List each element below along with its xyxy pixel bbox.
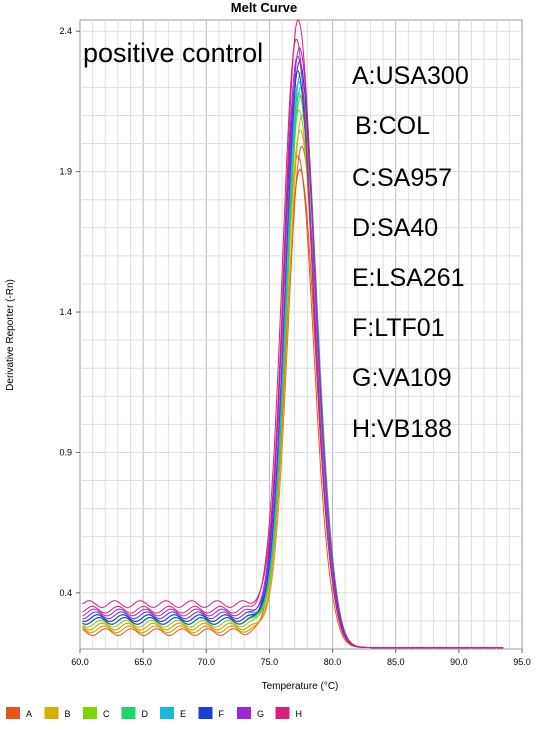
y-axis-label: Derivative Reporter (-Rn) bbox=[5, 279, 16, 391]
plot-area bbox=[79, 19, 523, 650]
legend-swatch-a bbox=[6, 707, 20, 719]
legend-swatch-h bbox=[275, 707, 290, 719]
legend-label-a: A bbox=[26, 709, 32, 719]
sample-key-entry: D:SA40 bbox=[352, 214, 438, 242]
legend-swatch-e bbox=[160, 707, 174, 719]
x-tick-label: 95.0 bbox=[513, 657, 531, 667]
x-tick-label: 80.0 bbox=[324, 657, 342, 667]
legend-label-e: E bbox=[180, 709, 186, 719]
y-axis-ticks: 0.4 0.9 1.4 1.9 2.4 bbox=[59, 26, 80, 598]
legend-label-g: G bbox=[257, 709, 264, 719]
legend-label-b: B bbox=[65, 709, 71, 719]
x-tick-label: 60.0 bbox=[71, 657, 89, 667]
sample-key-entry: H:VB188 bbox=[352, 415, 452, 443]
legend-label-h: H bbox=[296, 709, 303, 719]
legend-swatch-b bbox=[44, 707, 59, 719]
legend-swatch-c bbox=[83, 707, 97, 719]
curve-h bbox=[82, 18, 504, 649]
sample-key-entry: G:VA109 bbox=[352, 364, 452, 392]
sample-key-entry: B:COL bbox=[355, 112, 430, 140]
legend-label-c: C bbox=[103, 709, 110, 719]
x-tick-label: 90.0 bbox=[450, 657, 468, 667]
melt-curves bbox=[82, 18, 504, 649]
sample-key-entry: C:SA957 bbox=[352, 164, 452, 192]
sample-key-entry: E:LSA261 bbox=[352, 264, 465, 292]
y-tick-label: 1.9 bbox=[59, 167, 72, 177]
y-tick-label: 0.4 bbox=[59, 588, 72, 598]
sample-key-entry: F:LTF01 bbox=[352, 314, 445, 342]
legend-label-f: F bbox=[219, 709, 225, 719]
legend-swatch-g bbox=[237, 707, 251, 719]
legend-swatch-d bbox=[121, 707, 136, 719]
x-tick-label: 70.0 bbox=[198, 657, 216, 667]
legend-label-d: D bbox=[142, 709, 149, 719]
x-axis-label: Temperature (°C) bbox=[262, 681, 339, 692]
x-axis-ticks: 60.0 65.0 70.0 75.0 80.0 85.0 90.0 95.0 bbox=[71, 649, 531, 667]
x-tick-label: 75.0 bbox=[261, 657, 279, 667]
y-tick-label: 0.9 bbox=[59, 447, 72, 457]
sample-key-entry: A:USA300 bbox=[352, 62, 469, 90]
y-tick-label: 2.4 bbox=[59, 26, 72, 36]
chart-title: Melt Curve bbox=[231, 0, 297, 15]
legend-swatch-f bbox=[198, 707, 213, 719]
y-tick-label: 1.4 bbox=[59, 307, 72, 317]
panel-label-positive-control: positive control bbox=[83, 38, 263, 68]
x-tick-label: 65.0 bbox=[134, 657, 152, 667]
sample-key: A:USA300 B:COL C:SA957 D:SA40 E:LSA261 F:LTF0… bbox=[352, 62, 469, 443]
x-tick-label: 85.0 bbox=[387, 657, 405, 667]
legend: A B C D E F G H bbox=[6, 707, 302, 719]
